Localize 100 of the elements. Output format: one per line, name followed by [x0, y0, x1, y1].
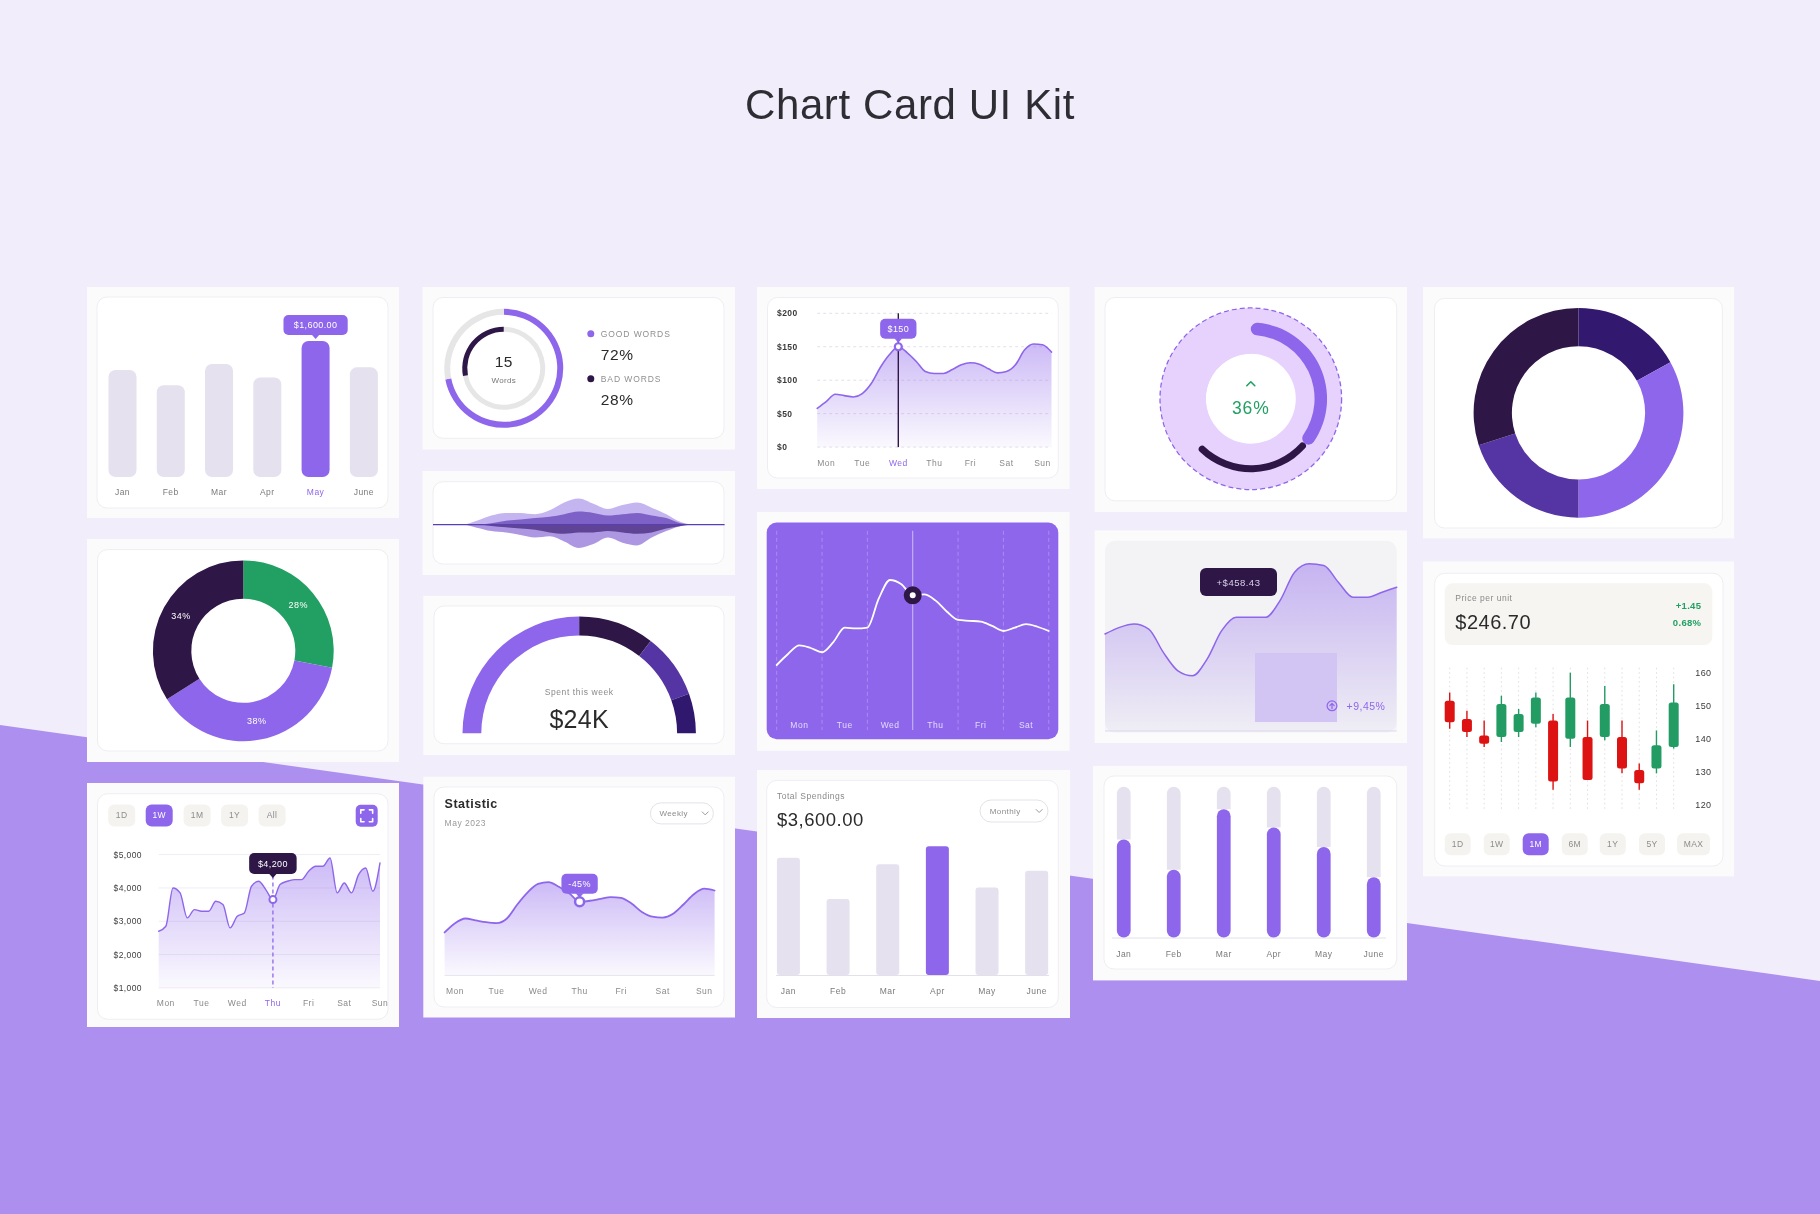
donut-slice: [1473, 307, 1579, 446]
donut-slice: [462, 326, 546, 410]
data-label: 28%: [600, 391, 634, 409]
chart-subtitle: May 2023: [444, 818, 486, 828]
range-button: 1Y: [221, 804, 249, 827]
candlestick: [1651, 729, 1662, 775]
text: 15: [494, 352, 513, 370]
legend-label: BAD WORDS: [600, 373, 662, 384]
data-label: $1,600.00: [293, 320, 338, 330]
x-tick-label: Tue: [836, 719, 853, 730]
text: $24K: [549, 705, 610, 733]
annotation: -45%: [568, 878, 591, 889]
y-tick-label: 160: [1695, 667, 1712, 678]
x-tick-label: Sat: [999, 457, 1014, 468]
legend-label: GOOD WORDS: [600, 328, 671, 339]
donut-slice: [445, 308, 564, 428]
y-tick-label: $0: [777, 442, 788, 453]
text: 36%: [1232, 397, 1270, 418]
y-tick-label: $3,000: [113, 916, 142, 927]
chart-title: Total Spendings: [777, 790, 845, 801]
x-tick-label: Sun: [1034, 457, 1051, 468]
donut-slice: [243, 560, 334, 668]
x-tick-label: Fri: [975, 719, 987, 730]
x-tick-label: Mon: [445, 986, 465, 997]
x-tick-label: Apr: [259, 487, 275, 497]
data-label: 28%: [288, 600, 308, 611]
x-tick-label: Tue: [488, 986, 505, 997]
bar: [1166, 869, 1181, 938]
x-tick-label: Tue: [854, 457, 871, 468]
y-tick-label: $200: [777, 308, 798, 319]
x-tick-label: Jan: [1116, 948, 1132, 959]
bar: [1116, 786, 1131, 840]
y-tick-label: $1,000: [113, 982, 142, 993]
bar: [108, 369, 137, 477]
x-tick-label: Mar: [1215, 948, 1232, 959]
x-tick-label: Wed: [880, 719, 900, 730]
range-button: 1W: [1483, 833, 1510, 856]
text: Chart Card UI Kit: [745, 80, 1075, 128]
bar: [1216, 809, 1231, 938]
x-tick-label: Fri: [615, 986, 627, 997]
data-label: 72%: [600, 346, 634, 364]
x-tick-label: Thu: [927, 719, 944, 730]
bar: [925, 846, 949, 975]
donut-slice: [153, 560, 244, 700]
x-tick-label: Fri: [302, 998, 315, 1009]
chart-subtitle: $246.70: [1455, 610, 1532, 633]
y-tick-label: 120: [1695, 799, 1712, 810]
x-tick-label: June: [353, 487, 375, 497]
candlestick: [1444, 691, 1455, 730]
text: Words: [491, 376, 516, 385]
x-tick-label: Wed: [528, 986, 548, 997]
y-tick-label: 150: [1695, 700, 1712, 711]
donut-slice: [1578, 307, 1671, 381]
data-label: 34%: [171, 611, 191, 622]
annotation: +$458.43: [1216, 576, 1261, 588]
y-tick-label: $2,000: [113, 949, 142, 960]
x-tick-label: Mon: [156, 998, 175, 1009]
bar: [349, 367, 378, 477]
bar: [1166, 786, 1181, 870]
y-tick-label: $100: [777, 375, 798, 386]
x-tick-label: Sat: [337, 998, 352, 1009]
bar: [1266, 827, 1281, 938]
text: 0.68%: [1672, 616, 1702, 628]
donut-slice: [1478, 433, 1579, 518]
bar: [205, 363, 234, 477]
x-tick-label: Mon: [817, 457, 836, 468]
x-tick-label: Wed: [227, 998, 247, 1009]
x-tick-label: Jan: [780, 986, 797, 997]
bar: [156, 385, 185, 477]
bar: [1366, 786, 1381, 878]
y-tick-label: 130: [1695, 766, 1712, 777]
bar: [1266, 786, 1281, 828]
range-button: MAX: [1677, 833, 1710, 856]
x-tick-label: Thu: [571, 986, 588, 997]
donut-slice: [166, 660, 333, 742]
range-button: 1D: [1444, 833, 1471, 856]
dropdown: Weekly: [649, 802, 714, 825]
x-tick-label: Apr: [930, 986, 945, 997]
y-tick-label: 140: [1695, 733, 1712, 744]
candlestick: [1479, 719, 1490, 748]
text: +1.45: [1675, 600, 1702, 612]
annotation: $150: [887, 323, 910, 334]
candlestick: [1513, 708, 1524, 738]
x-tick-label: May: [978, 986, 997, 997]
annotation: +9,45%: [1346, 699, 1386, 712]
x-tick-label: Feb: [1165, 948, 1182, 959]
bar: [1316, 786, 1331, 848]
bar: [1366, 877, 1381, 938]
x-tick-label: Sat: [1018, 719, 1034, 730]
x-tick-label: Fri: [964, 457, 977, 468]
range-button: 6M: [1561, 833, 1588, 856]
x-tick-label: Mar: [210, 487, 228, 497]
candlestick: [1634, 762, 1645, 791]
data-label: 38%: [246, 715, 267, 726]
donut-slice: [1578, 362, 1684, 518]
x-tick-label: Feb: [830, 986, 847, 997]
bar: [253, 377, 282, 477]
x-tick-label: Mar: [879, 986, 896, 997]
x-tick-label: May: [306, 487, 325, 497]
x-tick-label: Sat: [655, 986, 670, 997]
